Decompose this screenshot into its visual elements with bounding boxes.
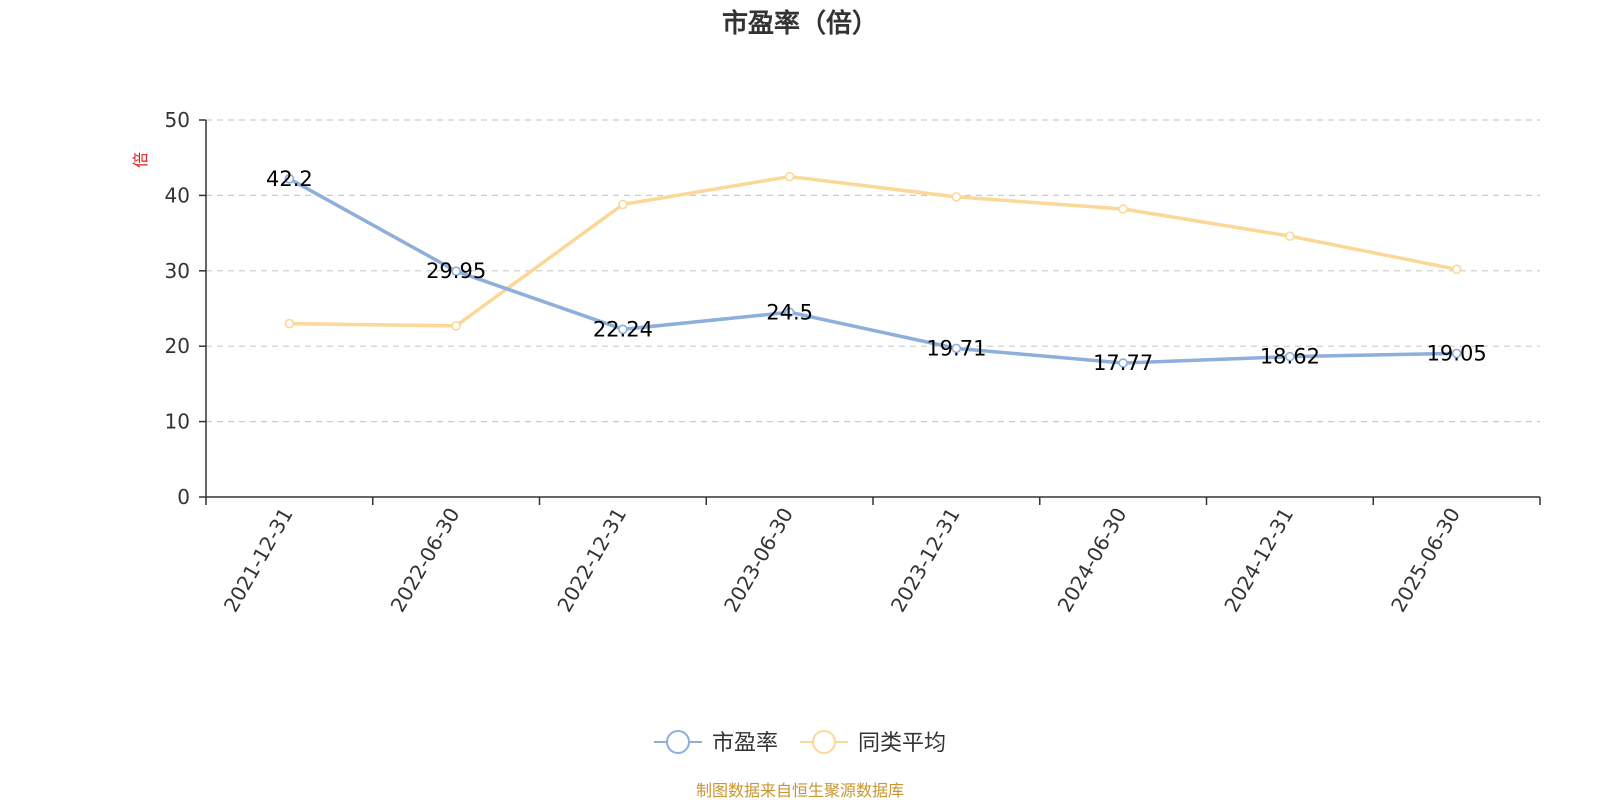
data-point[interactable] bbox=[618, 199, 628, 210]
data-label: 19.05 bbox=[1427, 341, 1487, 365]
data-label: 17.77 bbox=[1093, 351, 1153, 375]
y-axis-unit-label: 倍 bbox=[131, 152, 150, 168]
legend-label: 同类平均 bbox=[858, 731, 946, 756]
data-point[interactable] bbox=[784, 171, 795, 182]
y-tick-label: 0 bbox=[177, 485, 190, 509]
data-label: 18.62 bbox=[1260, 345, 1320, 369]
data-label: 29.95 bbox=[426, 259, 486, 283]
data-point[interactable] bbox=[618, 324, 628, 335]
x-tick-label: 2022-06-30 bbox=[386, 504, 465, 617]
series-line bbox=[288, 177, 1457, 365]
data-point[interactable] bbox=[451, 266, 461, 276]
legend-marker-icon bbox=[666, 730, 690, 754]
data-label: 19.71 bbox=[926, 336, 986, 360]
legend[interactable]: 市盈率 同类平均 bbox=[654, 730, 946, 756]
data-label: 42.2 bbox=[266, 167, 313, 191]
data-point[interactable] bbox=[1285, 231, 1295, 241]
data-label: 22.24 bbox=[593, 317, 653, 341]
grid-lines bbox=[206, 119, 1540, 423]
source-note: 制图数据来自恒生聚源数据库 bbox=[696, 781, 904, 800]
y-tick-label: 40 bbox=[165, 183, 190, 207]
y-tick-label: 50 bbox=[165, 108, 190, 132]
data-label: 24.5 bbox=[766, 300, 813, 324]
y-tick-label: 20 bbox=[165, 334, 190, 358]
x-tick-label: 2025-06-30 bbox=[1386, 504, 1465, 617]
data-labels: 42.2 29.95 22.24 24.5 19.71 17.77 18.62 19.05 bbox=[266, 167, 1487, 375]
y-tick-label: 10 bbox=[165, 410, 190, 434]
series-lines bbox=[284, 171, 1462, 368]
data-point[interactable] bbox=[284, 174, 295, 184]
data-point[interactable] bbox=[451, 321, 461, 331]
data-point[interactable] bbox=[1118, 358, 1128, 368]
data-point[interactable] bbox=[951, 343, 962, 354]
data-point[interactable] bbox=[951, 192, 962, 202]
data-point[interactable] bbox=[1285, 351, 1295, 362]
x-tick-label: 2024-12-31 bbox=[1219, 504, 1298, 617]
chart-title: 市盈率（倍） bbox=[722, 8, 878, 39]
x-tick-label: 2021-12-31 bbox=[219, 504, 298, 617]
legend-item[interactable]: 市盈率 bbox=[654, 730, 778, 756]
data-point[interactable] bbox=[784, 307, 795, 318]
x-tick-label: 2022-12-31 bbox=[552, 504, 631, 617]
x-tick-label: 2023-06-30 bbox=[719, 504, 798, 617]
data-point[interactable] bbox=[1451, 264, 1462, 275]
legend-label: 市盈率 bbox=[712, 731, 778, 756]
y-tick-label: 30 bbox=[165, 259, 190, 283]
data-point[interactable] bbox=[284, 318, 295, 329]
data-point[interactable] bbox=[1118, 204, 1128, 214]
data-point[interactable] bbox=[1451, 348, 1462, 359]
series-line bbox=[289, 174, 1457, 328]
x-tick-label: 2023-12-31 bbox=[886, 504, 965, 617]
legend-marker-icon bbox=[812, 730, 836, 754]
x-tick-label: 2024-06-30 bbox=[1053, 504, 1132, 617]
legend-item[interactable]: 同类平均 bbox=[800, 730, 946, 756]
